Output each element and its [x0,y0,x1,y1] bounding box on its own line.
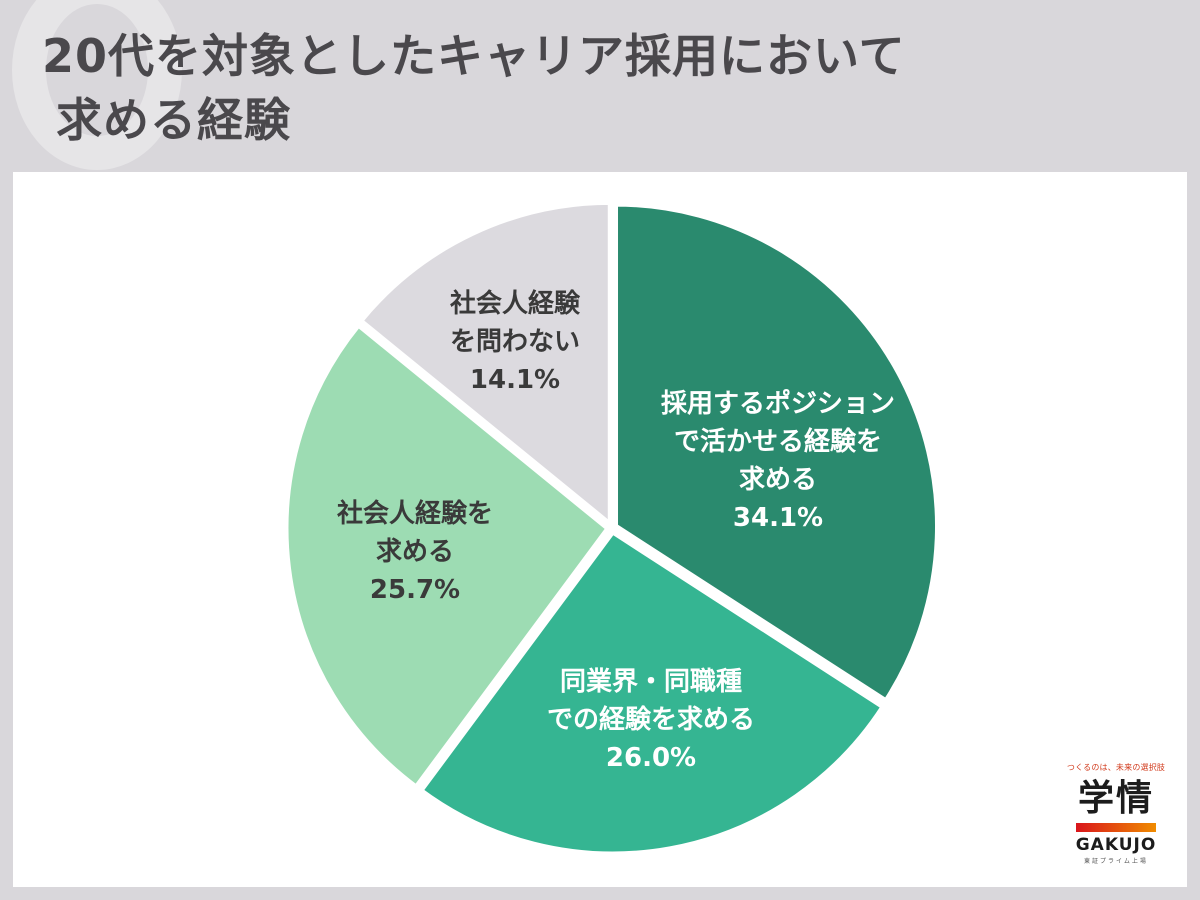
pie-slice [358,199,613,527]
logo-tagline: つくるのは、未来の選択肢 [1066,763,1166,772]
pie-slice [418,529,886,857]
title-line-2: 求める経験 [56,93,291,147]
gakujo-logo: つくるのは、未来の選択肢 学情 GAKUJO 東証プライム上場 [1060,762,1172,865]
logo-english: GAKUJO [1075,835,1157,855]
pie-slice [613,201,940,704]
title-line-1: 20代を対象としたキャリア採用において [42,29,906,83]
pie-chart: 採用するポジションで活かせる経験を求める 34.1% 同業界・同職種での経験を求める… [283,199,940,857]
page-title: 20代を対象としたキャリア採用において 求める経験 [42,24,906,152]
slice-label: 同業界・同職種での経験を求める 26.0% [547,667,755,773]
slice-label: 採用するポジションで活かせる経験を求める 34.1% [661,388,895,533]
logo-subtitle: 東証プライム上場 [1084,858,1148,865]
logo-gradient-bar [1076,823,1156,832]
slice-label: 社会人経験を求める 25.7% [337,498,493,605]
chart-panel: 採用するポジションで活かせる経験を求める 34.1% 同業界・同職種での経験を求める… [13,172,1187,887]
pie-slice [283,322,611,790]
logo-kanji: 学情 [1077,778,1154,819]
slice-label: 社会人経験を問わない 14.1% [450,288,581,395]
